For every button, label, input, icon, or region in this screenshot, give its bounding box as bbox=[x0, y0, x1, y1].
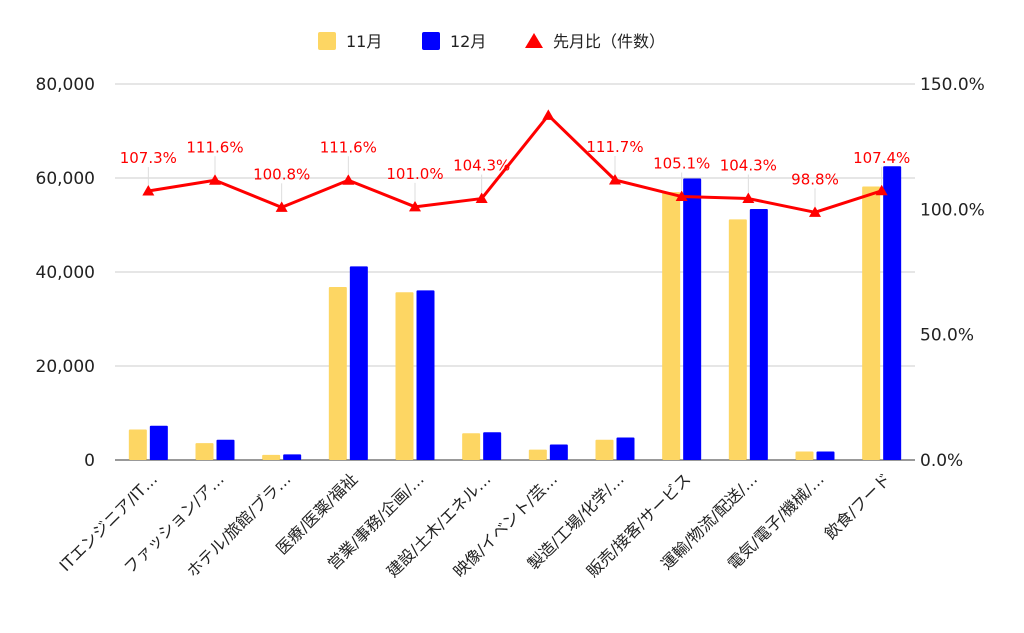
ratio-point bbox=[609, 174, 621, 185]
legend-label: 11月 bbox=[346, 32, 382, 51]
right-axis-tick-label: 50.0% bbox=[920, 326, 974, 346]
ratio-point bbox=[209, 174, 221, 185]
legend-label: 先月比（件数） bbox=[553, 32, 665, 51]
left-axis-tick-label: 80,000 bbox=[36, 75, 95, 95]
bar-nov bbox=[462, 433, 481, 460]
bar-nov bbox=[795, 451, 814, 460]
left-axis-tick-label: 60,000 bbox=[36, 169, 95, 189]
ratio-point bbox=[675, 190, 688, 202]
bar-nov bbox=[262, 454, 281, 460]
bar-dec bbox=[816, 451, 835, 460]
bar-nov bbox=[195, 443, 214, 460]
left-axis-tick-labels: 0 20,000 40,000 60,000 80,000 bbox=[36, 75, 95, 471]
ratio-line-layer: 107.3% 111.6% 100.8% 111.6% 101.0% 104.3% 111.… bbox=[120, 109, 910, 217]
ratio-data-label: 107.4% bbox=[853, 149, 910, 167]
ratio-point bbox=[542, 109, 555, 120]
ratio-data-label: 105.1% bbox=[653, 155, 710, 173]
bar-dec bbox=[683, 178, 702, 460]
bars bbox=[128, 166, 902, 460]
ratio-point bbox=[475, 192, 488, 204]
category-label: 飲食/フード bbox=[821, 469, 895, 543]
ratio-point bbox=[875, 184, 888, 196]
ratio-data-label: 111.6% bbox=[320, 138, 377, 156]
bar-dec bbox=[416, 290, 435, 460]
ratio-data-label: 104.3% bbox=[720, 157, 777, 175]
legend-swatch bbox=[525, 33, 543, 48]
ratio-line bbox=[148, 113, 883, 214]
ratio-data-label: 98.8% bbox=[791, 170, 839, 188]
gridlines bbox=[115, 83, 915, 461]
ratio-data-label: 107.3% bbox=[120, 149, 177, 167]
bar-nov bbox=[595, 439, 614, 460]
bar-dec bbox=[283, 454, 302, 460]
bar-dec bbox=[349, 266, 368, 460]
bar-nov bbox=[395, 292, 414, 460]
legend-swatch bbox=[318, 32, 336, 50]
legend[interactable]: 11月 12月 先月比（件数） bbox=[318, 32, 665, 51]
bar-nov bbox=[528, 449, 547, 460]
ratio-data-label: 111.6% bbox=[186, 138, 243, 156]
bar-dec bbox=[549, 444, 568, 460]
legend-label: 12月 bbox=[450, 32, 486, 51]
left-axis-tick-label: 20,000 bbox=[36, 357, 95, 377]
right-axis-tick-labels: 0.0% 50.0% 100.0% 150.0% bbox=[920, 75, 985, 471]
right-axis-tick-label: 100.0% bbox=[920, 200, 985, 220]
ratio-point bbox=[809, 206, 821, 217]
category-labels: ITエンジニア/IT…ファッション/ア…ホテル/旅館/ブラ…医療/医薬/福祉営業… bbox=[56, 469, 895, 581]
ratio-data-label: 101.0% bbox=[386, 165, 443, 183]
bar-nov bbox=[728, 219, 747, 460]
left-axis-tick-label: 40,000 bbox=[36, 263, 95, 283]
ratio-point bbox=[142, 185, 155, 196]
bar-nov bbox=[128, 429, 147, 460]
bar-dec bbox=[749, 209, 768, 460]
ratio-data-label: 111.7% bbox=[586, 138, 643, 156]
legend-swatch bbox=[422, 32, 440, 50]
bar-nov bbox=[862, 186, 881, 460]
bar-nov bbox=[328, 287, 347, 460]
ratio-data-label: 104.3% bbox=[453, 157, 510, 175]
ratio-data-label: 100.8% bbox=[253, 165, 310, 183]
ratio-point bbox=[342, 174, 355, 185]
bar-nov bbox=[662, 192, 681, 460]
ratio-point bbox=[742, 192, 755, 204]
ratio-point bbox=[409, 200, 421, 212]
bar-dec bbox=[216, 439, 235, 460]
bar-dec bbox=[483, 432, 502, 460]
bar-dec bbox=[616, 437, 635, 460]
bar-dec bbox=[149, 425, 168, 460]
right-axis-tick-label: 150.0% bbox=[920, 75, 985, 95]
left-axis-tick-label: 0 bbox=[84, 451, 95, 471]
ratio-point bbox=[275, 201, 288, 212]
bar-dec bbox=[883, 166, 902, 460]
right-axis-tick-label: 0.0% bbox=[920, 451, 963, 471]
